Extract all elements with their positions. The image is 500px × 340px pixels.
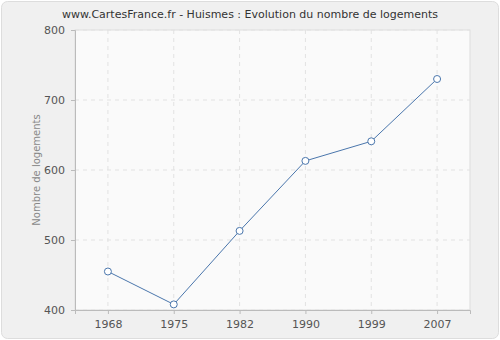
tick <box>71 100 75 101</box>
tick-label: 800 <box>44 24 65 37</box>
tick <box>240 310 241 314</box>
grid-line <box>239 30 240 310</box>
tick-label: 1990 <box>292 318 320 331</box>
plot: 400 500 600 700 800 1968 1975 1982 1990 1999 2007 <box>44 24 471 331</box>
tick <box>71 30 75 31</box>
point <box>302 157 309 164</box>
grid-line <box>437 30 438 310</box>
tick-label: 1999 <box>358 318 386 331</box>
point <box>104 268 111 275</box>
grid-line <box>305 30 306 310</box>
y-axis: 400 500 600 700 800 <box>44 24 76 317</box>
point <box>434 76 441 83</box>
tick-label: 700 <box>44 94 65 107</box>
tick <box>437 310 438 314</box>
x-axis: 1968 1975 1982 1990 1999 2007 <box>76 310 471 331</box>
tick <box>371 310 372 314</box>
title: www.CartesFrance.fr - Huismes : Evolutio… <box>62 8 438 21</box>
grid <box>75 30 470 310</box>
tick <box>174 310 175 314</box>
plot-area <box>75 30 470 310</box>
point <box>236 227 243 234</box>
tick-label: 500 <box>44 234 65 247</box>
tick <box>305 310 306 314</box>
point <box>170 301 177 308</box>
tick-label: 600 <box>44 164 65 177</box>
grid-line <box>75 30 470 31</box>
grid-line <box>371 30 372 310</box>
series <box>104 76 440 308</box>
chart: 400 500 600 700 800 1968 1975 1982 1990 1999 2007 w… <box>0 0 500 340</box>
point <box>368 138 375 145</box>
tick-label: 400 <box>44 304 65 317</box>
axis-line <box>71 31 76 311</box>
tick-label: 2007 <box>424 318 452 331</box>
tick-label: 1982 <box>226 318 254 331</box>
tick-label: 1975 <box>160 318 188 331</box>
tick <box>108 310 109 314</box>
grid-line <box>75 170 470 171</box>
tick <box>71 170 75 171</box>
y-axis-title: Nombre de logements <box>31 114 42 225</box>
tick <box>71 310 75 311</box>
axis-line <box>76 311 471 315</box>
grid-line <box>75 100 470 101</box>
tick-label: 1968 <box>94 318 122 331</box>
tick <box>71 240 75 241</box>
grid-line <box>173 30 174 310</box>
background <box>2 2 499 339</box>
line <box>108 79 437 304</box>
grid-line <box>75 240 470 241</box>
